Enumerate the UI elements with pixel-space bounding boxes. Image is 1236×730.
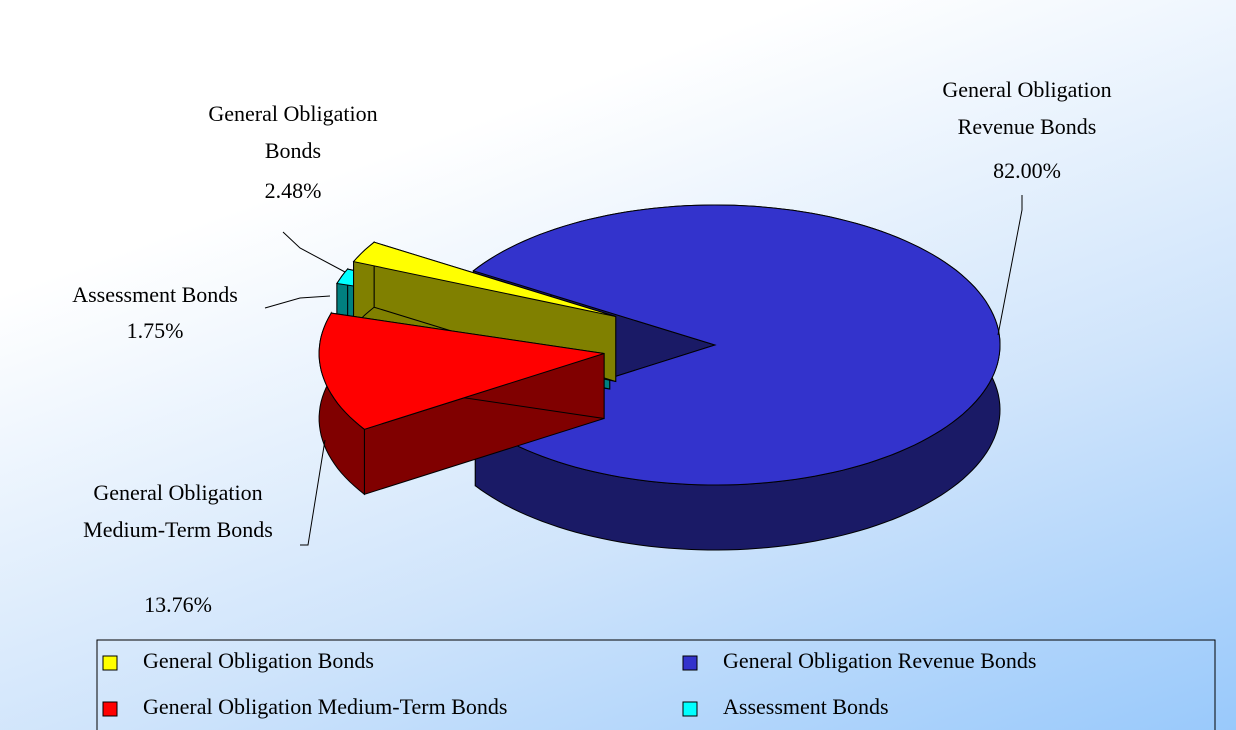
legend-swatch	[682, 655, 698, 671]
leader-line	[997, 195, 1023, 336]
slice-top	[352, 241, 616, 317]
legend-label: General Obligation Bonds	[143, 648, 374, 673]
data-label-name: General Obligation Revenue Bonds	[942, 77, 1112, 139]
data-label-name: General Obligation Bonds	[208, 101, 378, 163]
leader-line	[282, 231, 346, 273]
legend-label: Assessment Bonds	[723, 694, 889, 719]
data-label-value: 82.00%	[993, 158, 1061, 183]
leader-line	[300, 439, 326, 546]
data-label-name: General Obligation Medium-Term Bonds	[83, 480, 273, 542]
legend-swatch	[102, 655, 118, 671]
legend-swatch	[102, 701, 118, 717]
data-label-name: Assessment Bonds	[72, 282, 238, 307]
data-label-value: 2.48%	[264, 178, 322, 203]
data-label-value: 13.76%	[144, 592, 212, 617]
slice-top	[318, 312, 605, 430]
legend-swatch	[682, 701, 698, 717]
legend-box	[96, 639, 1216, 730]
leader-line	[264, 295, 331, 309]
legend-label: General Obligation Revenue Bonds	[723, 648, 1036, 673]
slice	[318, 311, 605, 496]
slice-top	[472, 204, 1001, 486]
data-label-value: 1.75%	[126, 318, 184, 343]
legend-label: General Obligation Medium-Term Bonds	[143, 694, 507, 719]
